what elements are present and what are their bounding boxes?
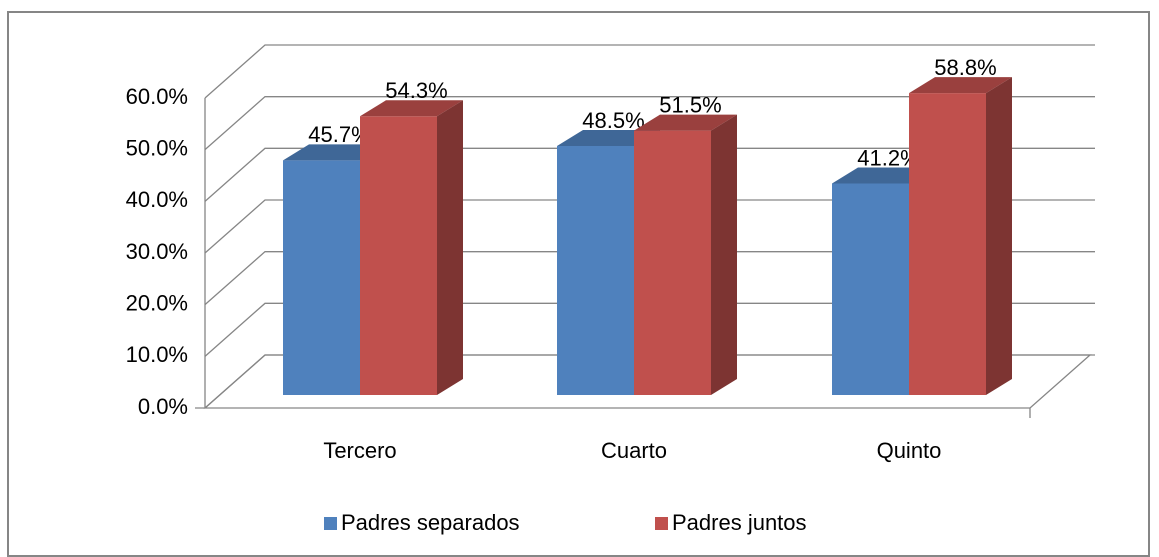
value-label: 54.3% [385,78,447,103]
bar [283,160,360,395]
grid-line [204,302,1095,357]
value-label: 58.8% [934,55,996,80]
grid-line [204,199,1095,254]
grid-line [204,96,1095,151]
grid-line [204,147,1095,202]
bar-side [986,77,1012,395]
bar [634,130,711,395]
legend-label: Padres juntos [672,510,807,535]
y-tick-label: 30.0% [126,239,188,264]
bar [557,146,634,395]
legend-label: Padres separados [341,510,520,535]
y-tick-label: 40.0% [126,187,188,212]
bar [909,93,986,395]
bar [360,116,437,395]
value-label: 51.5% [659,92,721,117]
bar [832,183,909,395]
bar-top [909,77,1012,94]
bar-side [437,100,463,395]
y-tick-label: 50.0% [126,135,188,160]
y-tick-label: 10.0% [126,342,188,367]
x-tick-label: Tercero [323,438,396,463]
x-tick-label: Quinto [877,438,942,463]
grid-line [204,44,1095,99]
legend-swatch [324,517,337,530]
grid-line [204,251,1095,306]
bar-side [711,114,737,395]
legend-swatch [655,517,668,530]
grid-line [204,354,1095,409]
axis-ends [195,407,1031,418]
value-label: 48.5% [582,108,644,133]
bar-top [360,100,463,117]
y-tick-label: 0.0% [138,394,188,419]
x-tick-label: Cuarto [601,438,667,463]
y-tick-label: 20.0% [126,290,188,315]
bar-top [634,114,737,131]
y-tick-label: 60.0% [126,84,188,109]
